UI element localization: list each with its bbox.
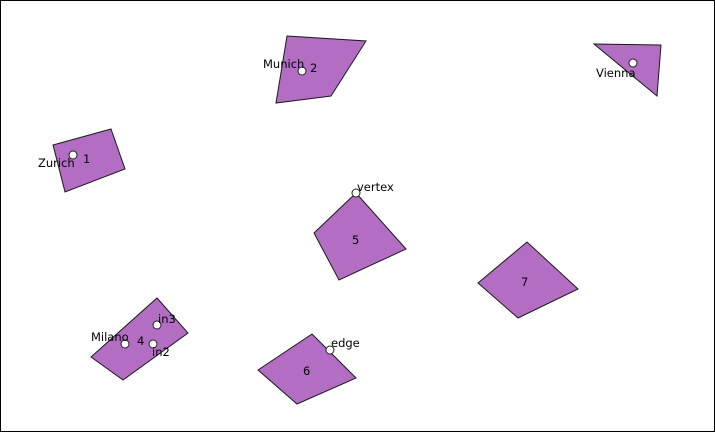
polygon-label-6: 6 [303,364,310,378]
polygon-label-1: 1 [83,152,90,166]
point-label-layer: Zurich Munich Vienna vertex Milano in3 i… [38,57,636,359]
point-label-vienna: Vienna [596,66,636,80]
point-in3[interactable] [152,320,162,330]
polygon-3[interactable] [592,43,662,97]
point-edge[interactable] [325,345,335,355]
polygon-label-5: 5 [352,233,359,247]
polygon-label-layer: 1 2 4 5 6 7 [83,61,528,378]
point-vertex[interactable] [351,188,361,198]
polygon-7[interactable] [477,241,579,319]
point-in2[interactable] [148,339,158,349]
point-label-edge: edge [331,336,360,350]
polygon-layer [52,35,662,405]
point-label-vertex: vertex [357,180,394,194]
point-vienna[interactable] [628,58,638,68]
point-label-zurich: Zurich [38,156,75,170]
point-zurich[interactable] [68,150,78,160]
point-label-milano: Milano [91,330,129,344]
point-label-in3: in3 [158,312,176,326]
polygon-4[interactable] [90,297,189,381]
point-munich[interactable] [297,66,307,76]
polygon-label-2: 2 [310,61,317,75]
polygon-6[interactable] [257,333,357,405]
polygon-label-7: 7 [521,275,528,289]
point-label-munich: Munich [263,57,304,71]
polygon-5[interactable] [313,192,407,281]
polygon-2[interactable] [275,35,367,104]
polygon-1[interactable] [52,128,126,193]
polygon-label-4: 4 [137,334,144,348]
point-milano[interactable] [120,339,130,349]
point-layer [68,58,638,355]
point-label-in2: in2 [152,345,170,359]
